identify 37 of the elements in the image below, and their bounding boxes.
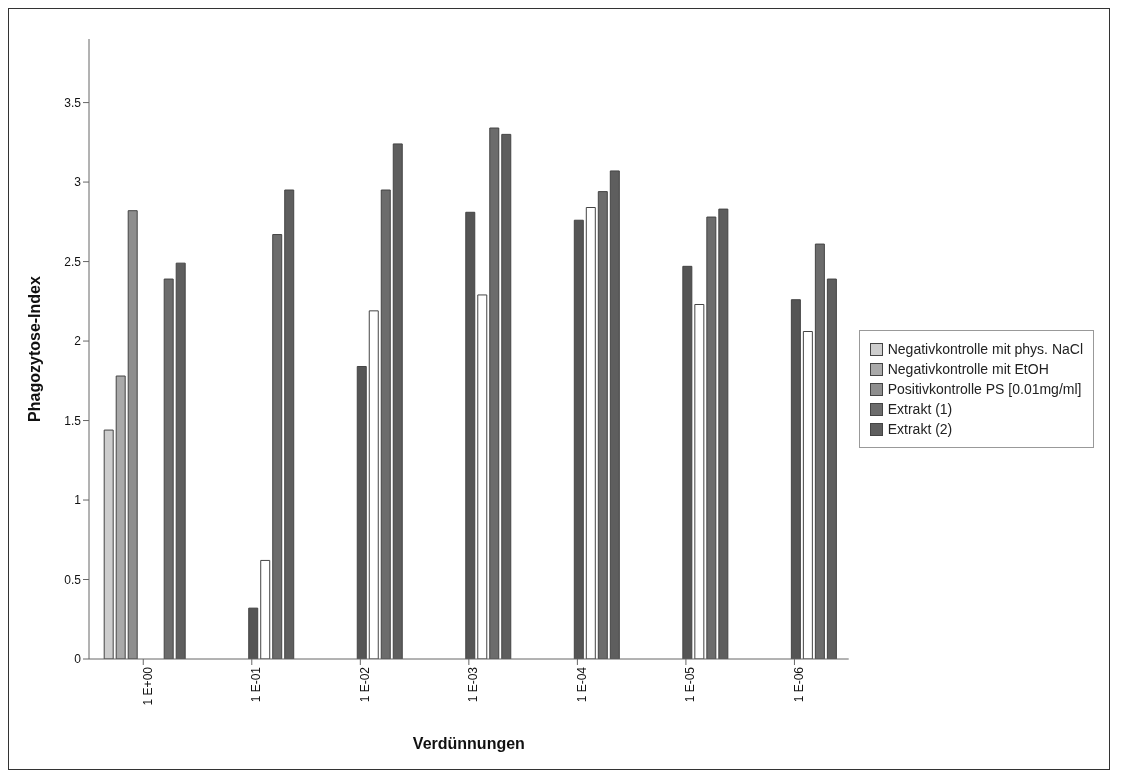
bar xyxy=(694,303,705,659)
y-tick-label: 1.5 xyxy=(64,413,82,428)
y-tick-label: 3.5 xyxy=(64,95,82,110)
y-tick-label: 2 xyxy=(74,334,82,349)
bar xyxy=(465,211,476,659)
y-tick-label: 3 xyxy=(74,175,82,190)
y-tick-label: 1 xyxy=(74,493,82,508)
bar xyxy=(790,299,801,659)
bar xyxy=(127,210,138,659)
x-axis-title: Verdünnungen xyxy=(412,735,525,752)
x-tick-label: 1 E-03 xyxy=(466,666,481,703)
x-tick-label: 1 E-05 xyxy=(683,666,698,703)
y-tick-label: 0.5 xyxy=(64,572,82,587)
bar xyxy=(477,294,488,659)
x-tick-label: 1 E-04 xyxy=(574,666,589,703)
bar xyxy=(115,375,126,659)
legend-label: Negativkontrolle mit EtOH xyxy=(887,361,1049,377)
bar xyxy=(248,607,259,659)
legend-label: Positivkontrolle PS [0.01mg/ml] xyxy=(887,381,1082,397)
bar xyxy=(368,310,379,659)
bar xyxy=(573,219,584,659)
x-tick-label: 1 E-01 xyxy=(249,666,264,703)
legend-label: Extrakt (1) xyxy=(887,401,953,417)
bar xyxy=(802,331,813,659)
x-tick-label: 1 E-06 xyxy=(791,666,806,703)
bar xyxy=(585,207,596,659)
y-tick-label: 2.5 xyxy=(64,254,82,269)
x-tick-label: 1 E-02 xyxy=(357,666,372,703)
bar xyxy=(260,559,271,659)
bar xyxy=(103,429,114,659)
bar xyxy=(356,365,367,659)
x-tick-label: 1 E+00 xyxy=(140,666,155,706)
bar xyxy=(682,265,693,659)
y-tick-label: 0 xyxy=(74,652,82,667)
y-axis-title: Phagozytose-Index xyxy=(25,276,43,422)
legend-label: Extrakt (2) xyxy=(887,421,953,437)
legend-label: Negativkontrolle mit phys. NaCl xyxy=(887,341,1083,357)
